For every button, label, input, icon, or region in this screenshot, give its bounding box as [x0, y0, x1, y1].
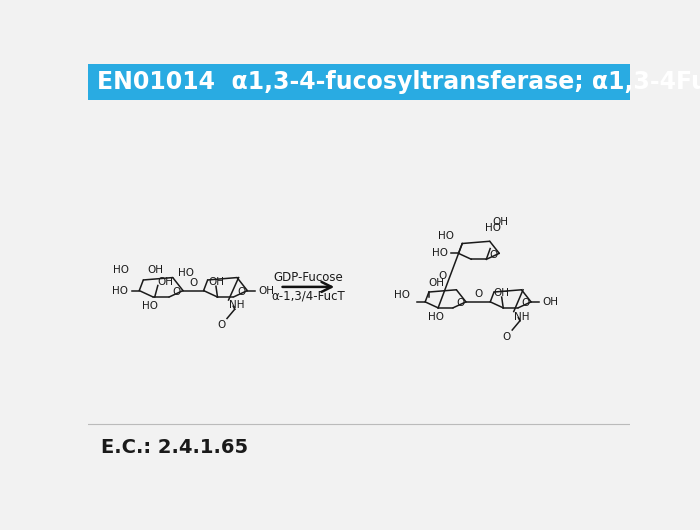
Text: O: O	[173, 287, 181, 297]
Text: O: O	[522, 298, 529, 308]
Text: HO: HO	[142, 301, 158, 311]
Text: O: O	[189, 278, 197, 287]
Text: OH: OH	[158, 277, 174, 287]
Text: O: O	[456, 298, 464, 308]
Text: OH: OH	[493, 217, 509, 227]
Text: O: O	[237, 287, 245, 297]
Text: HO: HO	[485, 223, 501, 233]
Text: O: O	[474, 289, 482, 299]
Text: GDP-Fucose: GDP-Fucose	[274, 271, 343, 284]
Text: O: O	[489, 250, 498, 260]
Text: NH: NH	[228, 300, 244, 310]
Text: HO: HO	[438, 231, 454, 241]
Text: OH: OH	[147, 265, 163, 275]
Bar	[88, 64, 630, 100]
Text: O: O	[217, 320, 225, 330]
Text: OH: OH	[258, 286, 274, 296]
Text: HO: HO	[178, 268, 195, 278]
Text: HO: HO	[394, 290, 410, 301]
Text: O: O	[503, 332, 511, 341]
Text: EN01014  α1,3-4-fucosyltransferase; α1,3-4FucT: EN01014 α1,3-4-fucosyltransferase; α1,3-…	[97, 70, 700, 94]
Text: HO: HO	[113, 265, 129, 275]
Text: HO: HO	[432, 249, 447, 258]
Text: O: O	[439, 271, 447, 281]
Text: E.C.: 2.4.1.65: E.C.: 2.4.1.65	[102, 438, 248, 457]
Text: NH: NH	[514, 312, 529, 322]
Text: α-1,3/4-FucT: α-1,3/4-FucT	[272, 289, 345, 303]
Text: OH: OH	[428, 278, 444, 288]
Text: HO: HO	[113, 286, 128, 296]
Text: HO: HO	[428, 312, 444, 322]
Text: OH: OH	[494, 288, 510, 298]
Text: OH: OH	[208, 277, 224, 287]
Text: OH: OH	[542, 297, 558, 307]
